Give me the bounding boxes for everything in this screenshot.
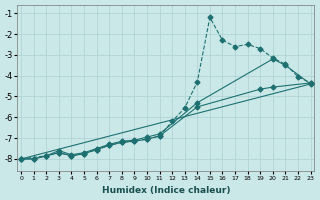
X-axis label: Humidex (Indice chaleur): Humidex (Indice chaleur) xyxy=(101,186,230,195)
